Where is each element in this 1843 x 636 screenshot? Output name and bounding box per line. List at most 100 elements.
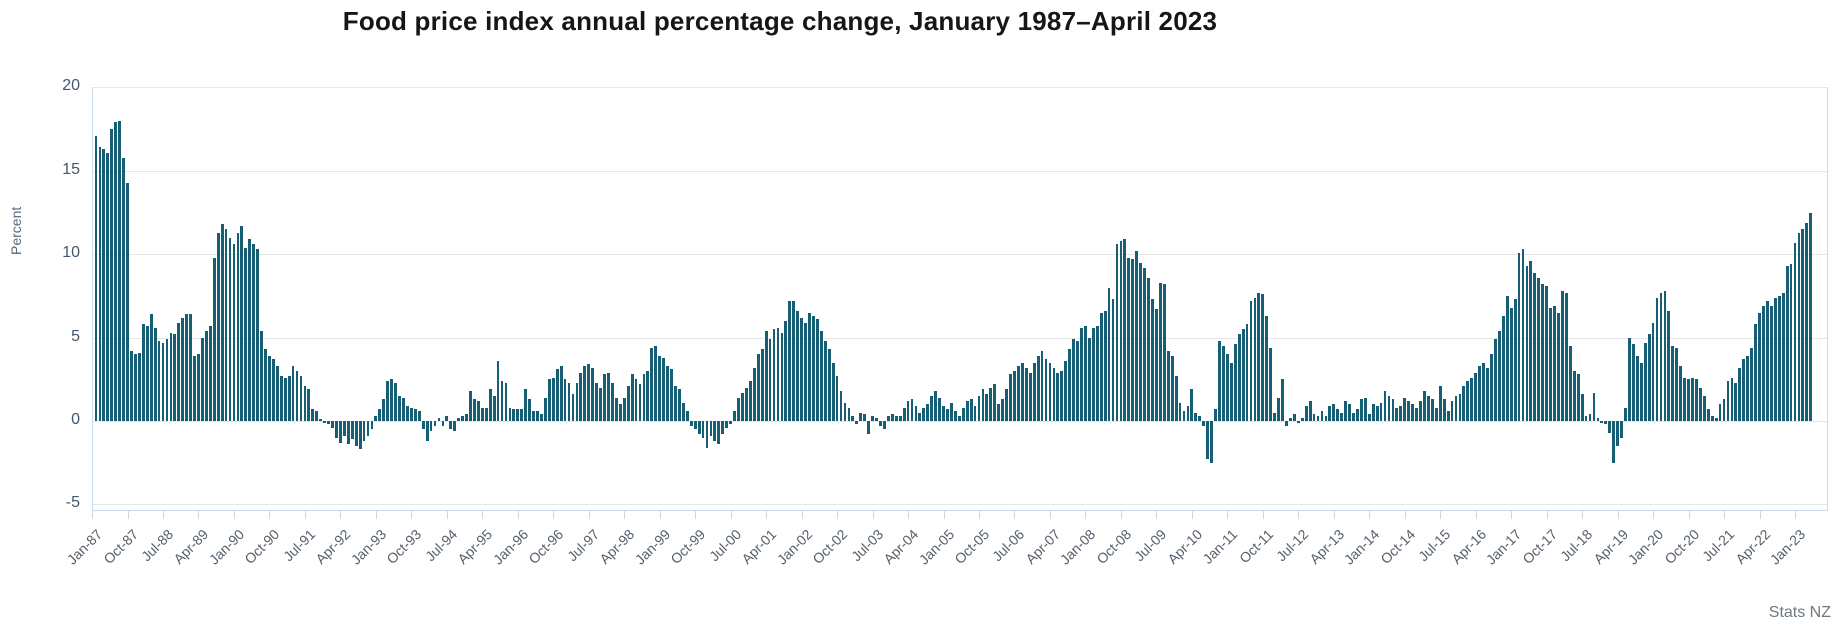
bar[interactable] [1505,295,1509,421]
bar[interactable] [1588,414,1592,421]
bar[interactable] [1631,344,1635,421]
bar[interactable] [295,371,299,421]
bar[interactable] [1738,367,1742,421]
bar[interactable] [157,340,161,421]
bar[interactable] [1017,366,1020,421]
bar[interactable] [441,421,445,426]
bar[interactable] [1013,371,1016,421]
bar[interactable] [654,345,658,421]
bar[interactable] [291,366,295,421]
bar[interactable] [1056,372,1060,421]
bar[interactable] [879,421,882,426]
bar[interactable] [484,407,488,421]
bar[interactable] [94,135,98,421]
bar[interactable] [555,369,559,421]
bar[interactable] [678,389,681,421]
bar[interactable] [1143,267,1146,421]
bar[interactable] [938,397,941,421]
bar[interactable] [1095,325,1099,421]
bar[interactable] [1352,412,1355,421]
bar[interactable] [268,355,271,421]
bar[interactable] [697,421,701,435]
bar[interactable] [1084,325,1087,421]
bar[interactable] [1292,414,1296,421]
bar[interactable] [693,421,697,430]
bar[interactable] [1391,399,1395,421]
bar[interactable] [532,411,535,421]
bar[interactable] [354,421,358,446]
bar[interactable] [197,354,200,421]
bar[interactable] [476,401,480,421]
bar[interactable] [1009,374,1012,421]
bar[interactable] [705,421,709,448]
bar[interactable] [1308,401,1312,421]
bar[interactable] [220,224,224,421]
bar[interactable] [283,377,287,421]
bar[interactable] [674,386,677,421]
bar[interactable] [279,376,283,421]
bar[interactable] [1702,396,1706,421]
bar[interactable] [370,421,374,430]
bar[interactable] [819,330,823,421]
bar[interactable] [910,399,914,421]
bar[interactable] [1557,312,1560,421]
bar[interactable] [1695,379,1698,421]
bar[interactable] [760,349,764,421]
bar[interactable] [1348,404,1351,421]
bar[interactable] [204,330,208,421]
bar[interactable] [701,421,705,438]
bar[interactable] [788,300,792,421]
bar[interactable] [1052,367,1056,421]
bar[interactable] [1091,327,1095,421]
bar[interactable] [1214,409,1217,421]
bar[interactable] [1478,366,1482,421]
bar[interactable] [607,372,610,421]
bar[interactable] [141,324,145,421]
bar[interactable] [827,349,831,421]
bar[interactable] [863,414,867,421]
bar[interactable] [402,397,405,421]
bar[interactable] [331,421,334,428]
bar[interactable] [1533,272,1537,421]
bar[interactable] [165,339,169,421]
bar[interactable] [378,409,382,421]
bar[interactable] [126,182,129,421]
bar[interactable] [973,406,977,421]
bar[interactable] [429,421,433,431]
bar[interactable] [894,416,898,421]
bar[interactable] [232,244,236,421]
bar[interactable] [1427,396,1430,421]
bar[interactable] [1698,387,1702,421]
bar[interactable] [1620,421,1623,438]
bar[interactable] [871,416,874,421]
bar[interactable] [946,409,949,421]
bar[interactable] [851,416,855,421]
bar[interactable] [1111,299,1115,421]
bar[interactable] [488,389,492,421]
bar[interactable] [382,399,386,421]
bar[interactable] [551,377,555,421]
bar[interactable] [1363,397,1367,421]
bar[interactable] [1415,407,1418,421]
bar[interactable] [1265,315,1269,421]
bar[interactable] [145,325,149,421]
bar[interactable] [1683,377,1687,421]
bar[interactable] [815,319,819,421]
bar[interactable] [1746,355,1750,421]
bar[interactable] [1202,421,1206,426]
bar[interactable] [1139,262,1143,421]
bar[interactable] [1655,297,1659,421]
bar[interactable] [1099,312,1103,421]
bar[interactable] [1304,406,1308,421]
bar[interactable] [618,404,622,421]
bar[interactable] [216,232,220,421]
bar[interactable] [1340,412,1344,421]
bar[interactable] [1206,421,1210,460]
bar[interactable] [1458,394,1462,421]
bar[interactable] [1675,347,1679,421]
bar[interactable] [1300,417,1304,421]
bar[interactable] [386,381,390,421]
bar[interactable] [536,411,539,421]
bar[interactable] [1635,355,1639,421]
bar[interactable] [1253,297,1257,421]
